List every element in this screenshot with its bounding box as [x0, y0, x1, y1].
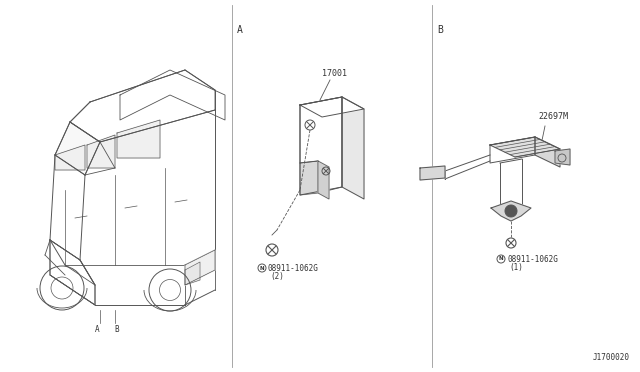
Polygon shape: [420, 166, 445, 180]
Text: 08911-1062G: 08911-1062G: [268, 264, 319, 273]
Polygon shape: [300, 97, 342, 195]
Text: (1): (1): [509, 263, 523, 272]
Polygon shape: [70, 70, 215, 142]
Polygon shape: [300, 97, 364, 117]
Polygon shape: [55, 145, 85, 170]
Polygon shape: [300, 97, 342, 193]
Text: A: A: [95, 325, 99, 334]
Polygon shape: [185, 262, 200, 285]
Polygon shape: [342, 97, 364, 199]
Polygon shape: [318, 161, 329, 199]
Text: (2): (2): [270, 272, 284, 281]
Text: 08911-1062G: 08911-1062G: [507, 255, 558, 264]
Polygon shape: [185, 250, 215, 285]
Text: B: B: [437, 25, 443, 35]
Polygon shape: [55, 122, 100, 175]
Circle shape: [505, 205, 517, 217]
Polygon shape: [491, 201, 531, 221]
Polygon shape: [120, 70, 225, 120]
Polygon shape: [535, 137, 560, 167]
Polygon shape: [490, 137, 560, 157]
Polygon shape: [490, 137, 535, 163]
Polygon shape: [300, 161, 318, 195]
Polygon shape: [87, 135, 115, 168]
Polygon shape: [117, 120, 160, 158]
Polygon shape: [50, 240, 95, 305]
Polygon shape: [50, 240, 95, 305]
Text: 17001: 17001: [322, 69, 347, 78]
Text: N: N: [499, 257, 503, 262]
Text: B: B: [115, 325, 119, 334]
Text: J1700020: J1700020: [593, 353, 630, 362]
Text: A: A: [237, 25, 243, 35]
Text: 22697M: 22697M: [538, 112, 568, 121]
Polygon shape: [555, 149, 570, 165]
Text: N: N: [260, 266, 264, 270]
